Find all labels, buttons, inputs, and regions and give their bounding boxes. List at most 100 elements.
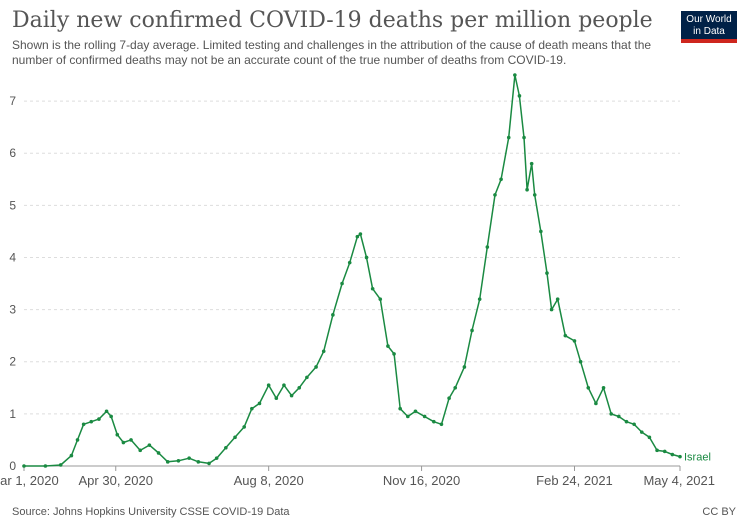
data-point — [115, 432, 120, 437]
series-line — [24, 74, 681, 467]
data-point — [196, 460, 201, 464]
data-point — [422, 414, 427, 419]
chart-subtitle: Shown is the rolling 7-day average. Limi… — [12, 38, 652, 67]
data-point — [187, 456, 191, 460]
data-point — [485, 245, 490, 249]
data-point — [545, 271, 549, 275]
data-point — [69, 453, 74, 458]
data-point — [529, 161, 534, 166]
data-point — [462, 365, 467, 369]
data-point — [386, 344, 390, 348]
data-point — [392, 352, 396, 356]
data-point — [274, 396, 279, 401]
source-note: Source: Johns Hopkins University CSSE CO… — [12, 506, 290, 518]
data-point — [331, 313, 335, 317]
data-point — [214, 456, 219, 460]
license-label[interactable]: CC BY — [702, 506, 736, 518]
data-point — [22, 464, 26, 468]
data-point — [147, 443, 152, 447]
data-point — [594, 401, 598, 406]
data-point — [539, 229, 543, 234]
data-point — [525, 187, 529, 192]
data-point — [358, 232, 363, 236]
data-point — [305, 375, 309, 380]
data-point — [242, 425, 246, 429]
data-point — [321, 349, 326, 354]
data-point — [81, 422, 86, 427]
data-point — [165, 460, 170, 464]
data-point — [370, 286, 375, 291]
data-point — [398, 406, 402, 411]
data-point — [355, 234, 360, 239]
data-point — [233, 435, 237, 440]
owid-logo[interactable]: Our World in Data — [681, 11, 737, 43]
data-point — [432, 419, 436, 424]
data-point — [506, 135, 511, 140]
data-point — [224, 445, 228, 450]
y-tick-label: 4 — [9, 250, 16, 264]
data-point — [176, 458, 181, 463]
data-point — [364, 255, 369, 260]
data-point — [639, 430, 644, 434]
data-point — [670, 452, 675, 457]
data-point — [109, 414, 113, 419]
data-point — [378, 297, 383, 301]
data-point — [586, 386, 591, 390]
data-point — [413, 409, 418, 414]
data-point — [43, 464, 48, 468]
data-point — [499, 177, 503, 182]
x-tick-label: Aug 8, 2020 — [234, 473, 304, 488]
data-point — [138, 448, 143, 453]
data-point — [156, 451, 161, 455]
x-tick-label: Mar 1, 2020 — [0, 473, 59, 488]
data-point — [632, 422, 636, 427]
y-tick-label: 3 — [9, 303, 16, 317]
data-point — [549, 307, 554, 312]
data-point — [662, 449, 667, 454]
data-point — [555, 297, 560, 301]
data-point — [266, 383, 271, 387]
data-point — [513, 73, 517, 77]
data-point — [347, 260, 352, 265]
data-point — [678, 454, 682, 459]
data-point — [129, 438, 133, 442]
data-point — [563, 333, 568, 338]
data-point — [493, 193, 497, 197]
data-point — [578, 359, 583, 364]
data-point — [522, 135, 526, 140]
data-point — [609, 412, 613, 416]
x-tick-label: Apr 30, 2020 — [79, 473, 153, 488]
data-point — [282, 383, 286, 387]
y-tick-label: 6 — [9, 146, 16, 160]
data-point — [89, 419, 94, 424]
data-point — [257, 401, 262, 406]
data-point — [250, 406, 254, 411]
data-point — [517, 94, 522, 98]
data-point — [121, 440, 126, 445]
data-point — [655, 448, 659, 453]
data-point — [453, 386, 458, 390]
data-point — [97, 417, 101, 421]
y-tick-label: 1 — [9, 407, 16, 421]
y-tick-label: 0 — [9, 459, 16, 473]
data-point — [447, 396, 451, 401]
data-point — [289, 393, 294, 398]
data-point — [406, 414, 410, 419]
data-point — [439, 422, 444, 427]
data-point — [314, 365, 318, 369]
data-point — [207, 461, 211, 466]
data-point — [104, 409, 109, 414]
data-point — [532, 193, 537, 197]
data-point — [297, 386, 302, 390]
series-label: Israel — [684, 452, 711, 464]
data-point — [75, 438, 80, 442]
data-point — [601, 386, 606, 390]
data-point — [477, 297, 482, 301]
data-point — [470, 328, 474, 333]
logo-line1: Our World — [686, 14, 732, 25]
data-point — [572, 339, 577, 343]
x-tick-label: May 4, 2021 — [643, 473, 715, 488]
chart-title: Daily new confirmed COVID-19 deaths per … — [12, 8, 653, 33]
data-point — [58, 463, 63, 467]
